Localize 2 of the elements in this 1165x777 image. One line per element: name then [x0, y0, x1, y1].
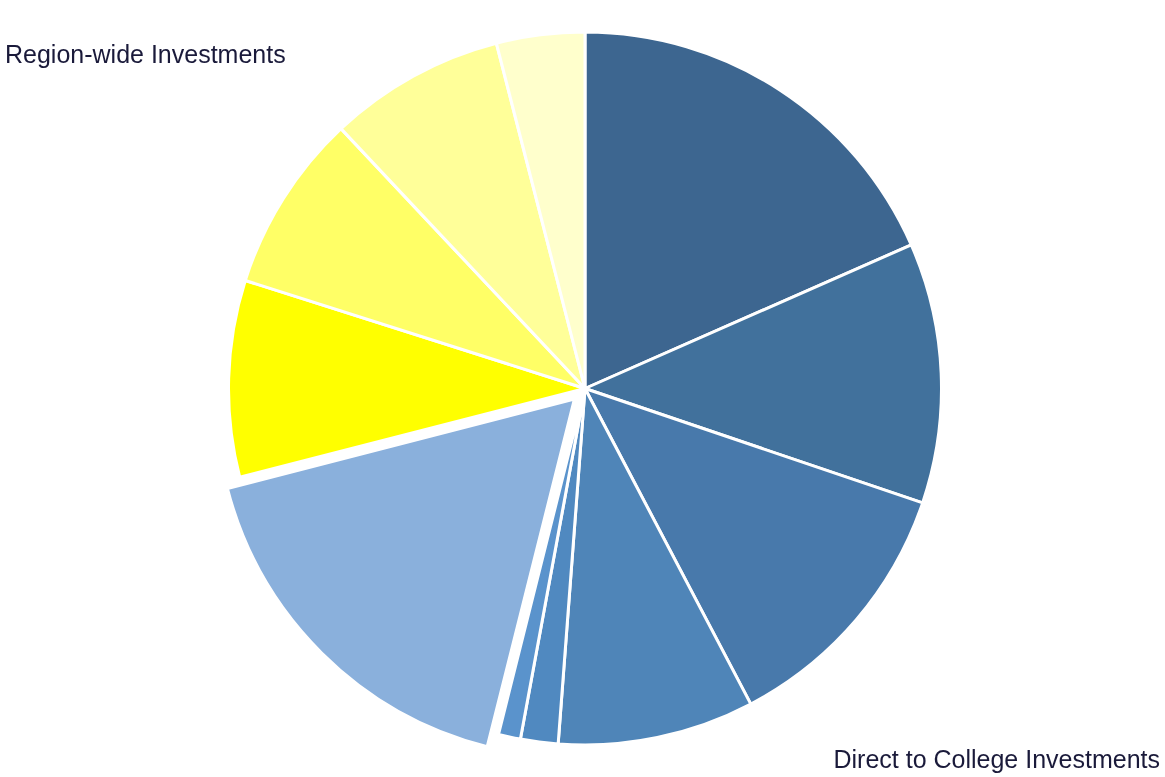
text: Direct to College Investments [833, 745, 1160, 774]
text: Region-wide Investments [5, 40, 286, 69]
